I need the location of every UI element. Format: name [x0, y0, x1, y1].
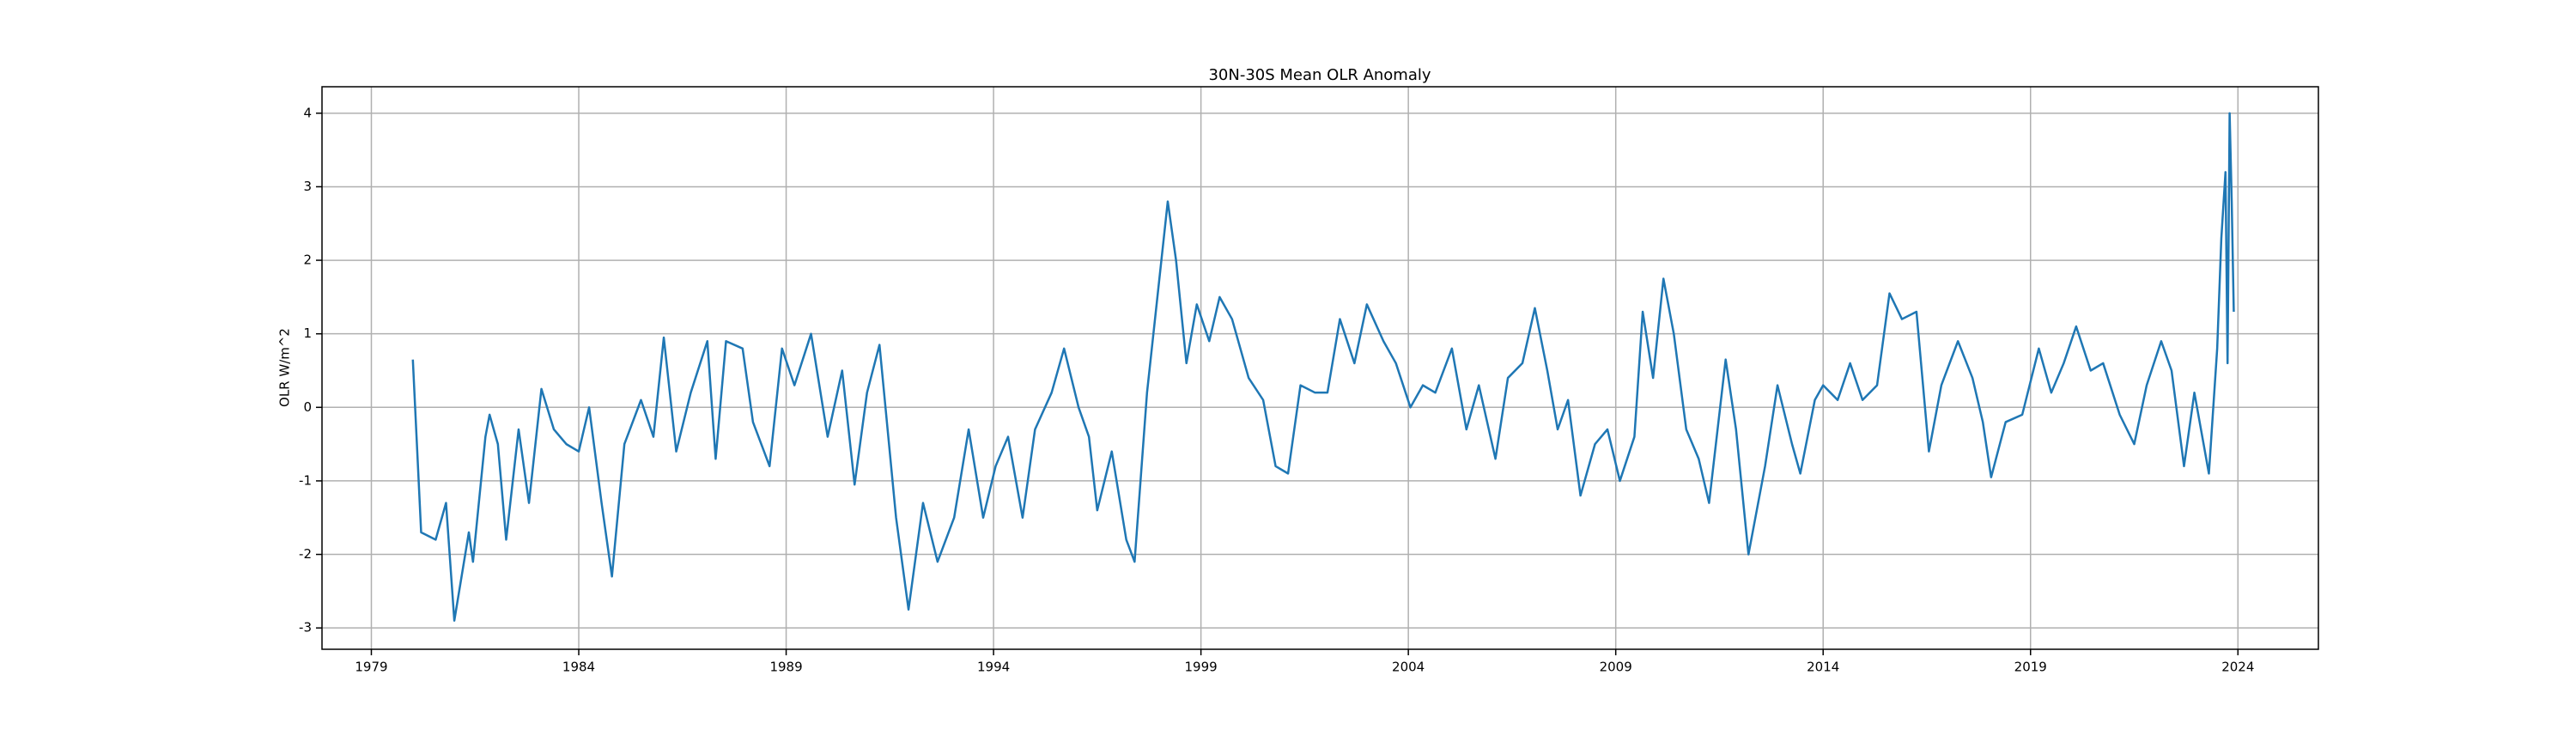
- y-axis-label: OLR W/m^2: [277, 328, 293, 407]
- y-tick-label: 0: [303, 399, 312, 415]
- chart-title: 30N-30S Mean OLR Anomaly: [1208, 66, 1431, 84]
- x-tick-label: 2019: [2014, 660, 2047, 675]
- x-tick-label: 1984: [562, 660, 595, 675]
- x-tick-label: 2024: [2221, 660, 2254, 675]
- y-tick-label: 2: [303, 252, 312, 268]
- x-tick-label: 2004: [1392, 660, 1425, 675]
- plot-frame: [321, 86, 2319, 650]
- x-tick-label: 1994: [977, 660, 1010, 675]
- y-tick-label: -1: [299, 472, 312, 488]
- x-tick-label: 2009: [1600, 660, 1632, 675]
- x-tick-label: 2014: [1807, 660, 1839, 675]
- y-tick-label: 3: [303, 179, 312, 194]
- x-tick-label: 1989: [769, 660, 802, 675]
- data-line: [411, 112, 2235, 622]
- y-tick-label: -2: [299, 546, 312, 562]
- x-tick-label: 1979: [355, 660, 387, 675]
- y-tick-label: 4: [303, 105, 312, 120]
- y-tick-label: 1: [303, 325, 312, 341]
- y-tick-label: -3: [299, 620, 312, 636]
- x-tick-label: 1999: [1185, 660, 1218, 675]
